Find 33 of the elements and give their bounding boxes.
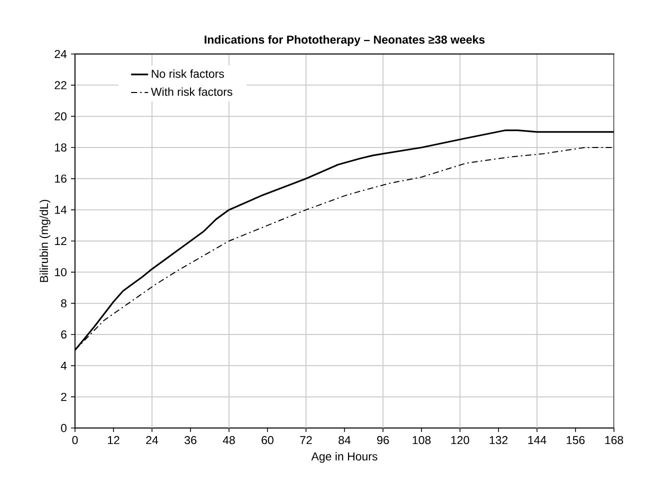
x-tick-label: 12 <box>108 436 120 444</box>
y-tick-label: 14 <box>55 206 67 214</box>
x-tick-label: 60 <box>262 436 274 444</box>
chart-title: Indications for Phototherapy – Neonates ≥38 weeks <box>204 35 485 46</box>
y-tick-label: 18 <box>55 143 66 152</box>
x-tick-label: 132 <box>490 436 508 444</box>
x-tick-label: 156 <box>566 436 585 444</box>
y-tick-label: 8 <box>61 299 66 308</box>
y-tick-label: 6 <box>61 330 66 339</box>
legend-label: With risk factors <box>150 87 232 96</box>
x-tick-label: 168 <box>605 436 624 444</box>
y-tick-label: 16 <box>55 174 66 183</box>
y-tick-label: 10 <box>55 268 67 276</box>
y-tick-label: 4 <box>60 362 67 370</box>
x-tick-label: 36 <box>184 436 196 444</box>
y-tick-label: 24 <box>54 50 67 58</box>
x-tick-label: 96 <box>377 436 389 444</box>
x-tick-label: 84 <box>338 436 351 444</box>
y-axis-title: Bilirubin (mg/dL) <box>40 200 50 282</box>
y-tick-label: 12 <box>55 236 66 246</box>
x-tick-label: 24 <box>146 436 158 444</box>
legend-label: No risk factors <box>152 69 224 78</box>
x-tick-label: 120 <box>451 436 470 444</box>
x-tick-label: 144 <box>528 436 546 444</box>
y-tick-label: 20 <box>54 112 67 120</box>
y-tick-label: 0 <box>61 424 67 432</box>
y-tick-label: 22 <box>54 81 66 90</box>
y-tick-label: 2 <box>61 392 66 401</box>
x-axis-title: Age in Hours <box>311 452 378 463</box>
x-tick-label: 72 <box>300 436 312 444</box>
x-tick-label: 0 <box>72 436 78 444</box>
x-tick-label: 48 <box>222 436 235 444</box>
x-tick-label: 108 <box>412 436 431 444</box>
